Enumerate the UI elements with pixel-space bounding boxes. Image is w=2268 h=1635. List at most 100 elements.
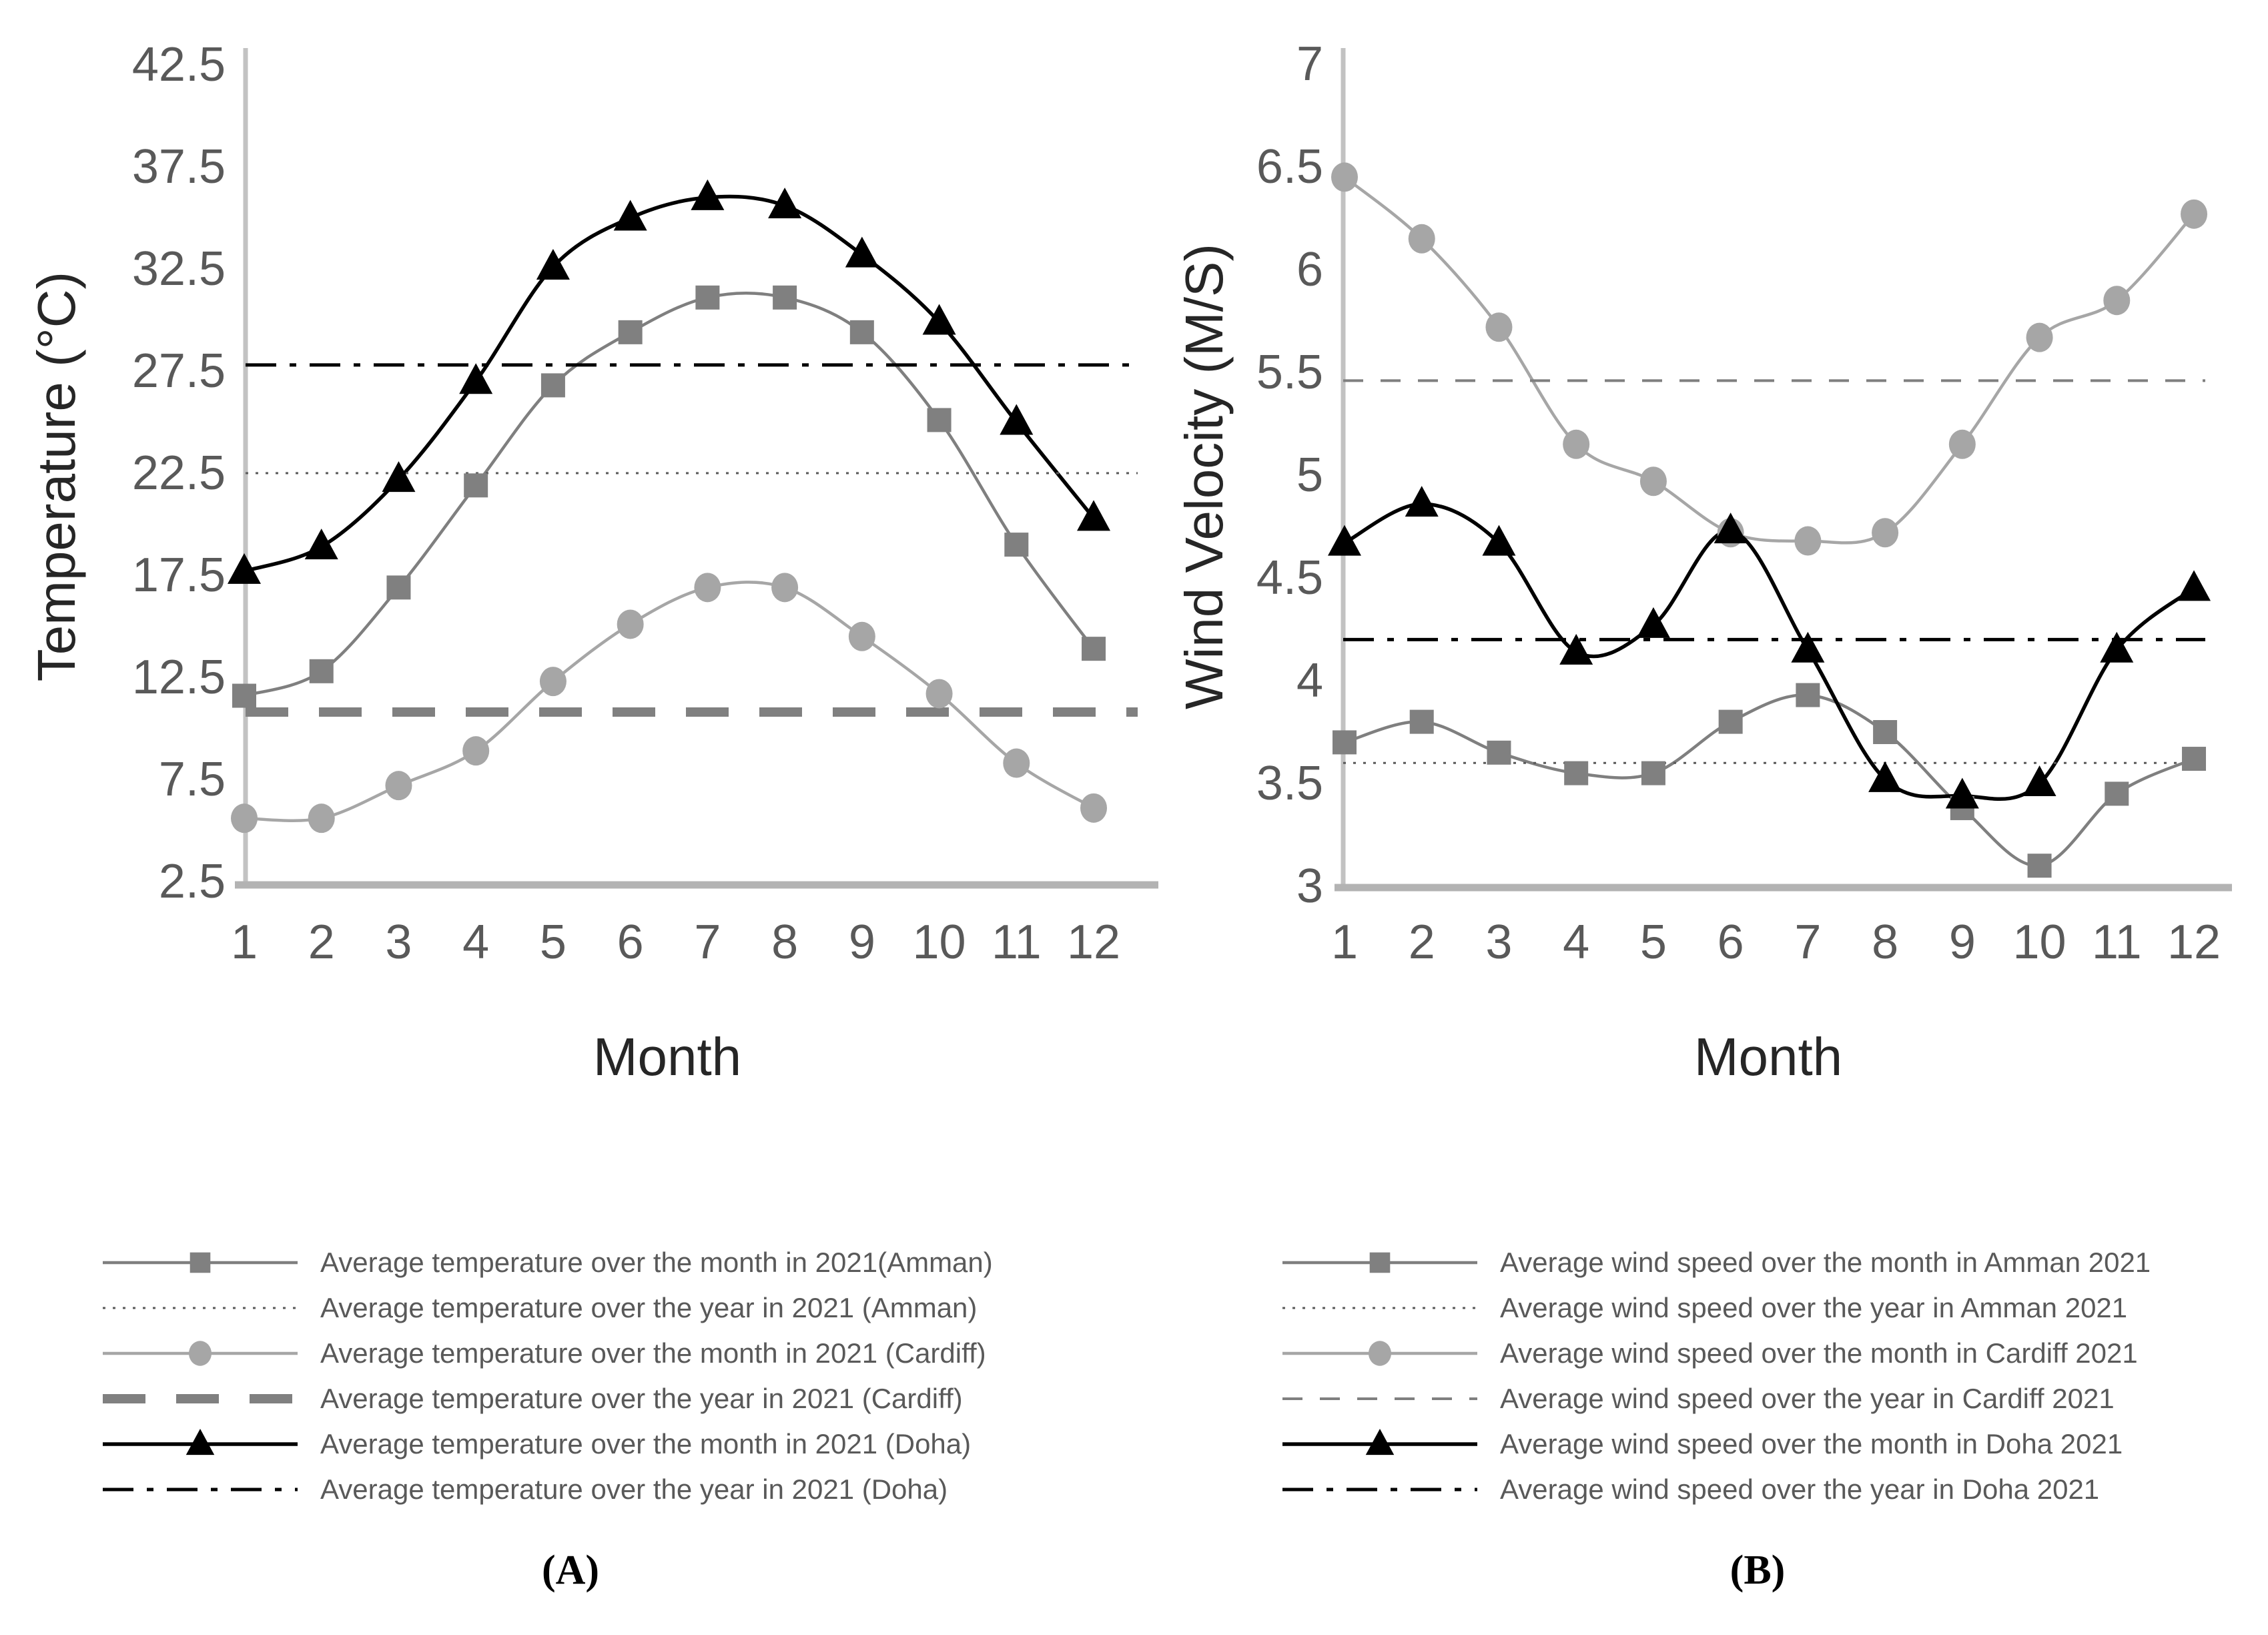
- x-tick-label: 2: [308, 916, 335, 969]
- amman-marker: [464, 473, 488, 498]
- x-tick-label: 5: [540, 916, 566, 969]
- x-tick-label: 2: [1409, 916, 1435, 969]
- doha-marker: [1636, 607, 1670, 638]
- amman-monthly-line: [1344, 693, 2195, 868]
- doha-marker: [1945, 777, 1979, 809]
- circle-marker-icon: [189, 1341, 212, 1366]
- legend-item: Average temperature over the month in 20…: [100, 1421, 993, 1467]
- x-tick-label: 11: [2092, 916, 2142, 969]
- x-tick-label: 9: [1949, 916, 1976, 969]
- legend-label: Average temperature over the year in 202…: [320, 1383, 963, 1414]
- y-tick-label: 27.5: [132, 344, 226, 398]
- legend-label: Average wind speed over the month in Car…: [1500, 1337, 2138, 1369]
- amman-markers: [232, 285, 1106, 708]
- amman-marker: [1796, 683, 1820, 707]
- doha-marker: [1328, 525, 1361, 556]
- cardiff-marker: [1948, 429, 1976, 459]
- cardiff-marker: [231, 803, 258, 834]
- cardiff-monthly-line: [1343, 176, 2195, 545]
- y-tick-label: 17.5: [132, 549, 226, 602]
- amman-marker: [1409, 709, 1434, 734]
- legend-sample-doha-yearly: [1282, 1488, 1477, 1492]
- doha-marker: [768, 188, 802, 219]
- legend-item: Average wind speed over the month in Amm…: [1280, 1240, 2151, 1285]
- y-tick-label: 5.5: [1256, 346, 1323, 399]
- doha-marker: [922, 304, 956, 335]
- x-tick-label: 1: [1331, 916, 1358, 969]
- amman-marker: [2105, 781, 2129, 806]
- y-tick-label: 32.5: [132, 242, 226, 296]
- doha-markers: [1328, 486, 2211, 809]
- x-axis-line: [235, 881, 1158, 889]
- doha-marker: [2177, 570, 2211, 601]
- temperature-legend: Average temperature over the month in 20…: [100, 1240, 993, 1512]
- x-tick-label: 7: [694, 916, 721, 969]
- x-tick-label: 8: [1872, 916, 1898, 969]
- month-axis-title-b: Month: [1693, 1027, 1843, 1086]
- x-tick-label: 12: [2167, 916, 2221, 969]
- legend-label: Average wind speed over the month in Amm…: [1500, 1247, 2151, 1278]
- doha-marker: [1559, 633, 1593, 665]
- y-tick-label: 2.5: [159, 855, 226, 908]
- amman-marker: [618, 320, 643, 344]
- legend-item: Average wind speed over the month in Car…: [1280, 1331, 2151, 1376]
- legend-item: Average temperature over the year in 202…: [100, 1376, 993, 1421]
- y-tick-label: 37.5: [132, 140, 226, 194]
- legend-item: Average wind speed over the year in Card…: [1280, 1376, 2151, 1421]
- x-axis-line: [1335, 884, 2232, 892]
- cardiff-marker: [308, 803, 335, 834]
- cardiff-marker: [1331, 162, 1358, 192]
- doha-marker: [536, 248, 570, 280]
- temperature-chart-plot: 42.537.532.527.522.517.512.57.52.51 2 3 4 5 6…: [132, 38, 1158, 969]
- legend-sample-doha-yearly: [103, 1488, 298, 1492]
- legend-label: Average temperature over the month in 20…: [320, 1337, 986, 1369]
- cardiff-marker: [617, 609, 644, 639]
- square-marker-icon: [190, 1252, 211, 1273]
- doha-marker: [382, 461, 416, 493]
- amman-marker: [2027, 854, 2052, 878]
- amman-marker: [1564, 761, 1589, 785]
- cardiff-marker: [1003, 748, 1030, 778]
- x-tick-label: 10: [913, 916, 966, 969]
- x-tick-label: 7: [1794, 916, 1821, 969]
- amman-marker: [540, 373, 565, 398]
- x-tick-label: 9: [849, 916, 875, 969]
- x-tick-label: 8: [771, 916, 798, 969]
- legend-label: Average temperature over the month in 20…: [320, 1428, 972, 1459]
- cardiff-marker: [925, 679, 953, 709]
- cardiff-marker: [1639, 466, 1667, 497]
- doha-markers: [228, 179, 1111, 584]
- y-tick-label: 3: [1296, 860, 1323, 913]
- y-tick-label: 42.5: [132, 38, 226, 91]
- cardiff-marker: [1563, 429, 1590, 459]
- doha-marker: [1868, 761, 1902, 792]
- x-tick-label: 4: [1563, 916, 1589, 969]
- doha-marker: [613, 200, 647, 231]
- cardiff-marker: [1794, 526, 1822, 556]
- x-tick-label: 1: [231, 916, 258, 969]
- legend-sample-cardiff-yearly: [103, 1394, 298, 1403]
- legend-label: Average temperature over the year in 202…: [320, 1474, 948, 1505]
- cardiff-marker: [2181, 199, 2208, 229]
- x-tick-label: 3: [385, 916, 412, 969]
- cardiff-marker: [2026, 322, 2053, 352]
- wind-chart-plot: 76.565.554.543.531 2 3 4 5 6 7 8 9 10 11 12: [1256, 37, 2232, 969]
- y-tick-label: 6: [1296, 243, 1323, 296]
- cardiff-marker: [694, 573, 721, 603]
- y-tick-label: 4: [1296, 654, 1323, 707]
- doha-marker: [228, 553, 261, 584]
- doha-marker: [2022, 765, 2056, 796]
- x-tick-label: 12: [1067, 916, 1120, 969]
- doha-marker: [691, 179, 725, 210]
- amman-marker: [1873, 720, 1898, 744]
- x-tick-label: 4: [462, 916, 489, 969]
- doha-monthly-line: [1343, 502, 2195, 801]
- y-axis-line: [243, 48, 248, 885]
- amman-marker: [1004, 533, 1029, 557]
- amman-marker: [309, 659, 334, 683]
- cardiff-marker: [771, 573, 799, 603]
- doha-marker: [304, 529, 338, 560]
- amman-marker: [232, 683, 256, 708]
- doha-marker: [1405, 486, 1439, 517]
